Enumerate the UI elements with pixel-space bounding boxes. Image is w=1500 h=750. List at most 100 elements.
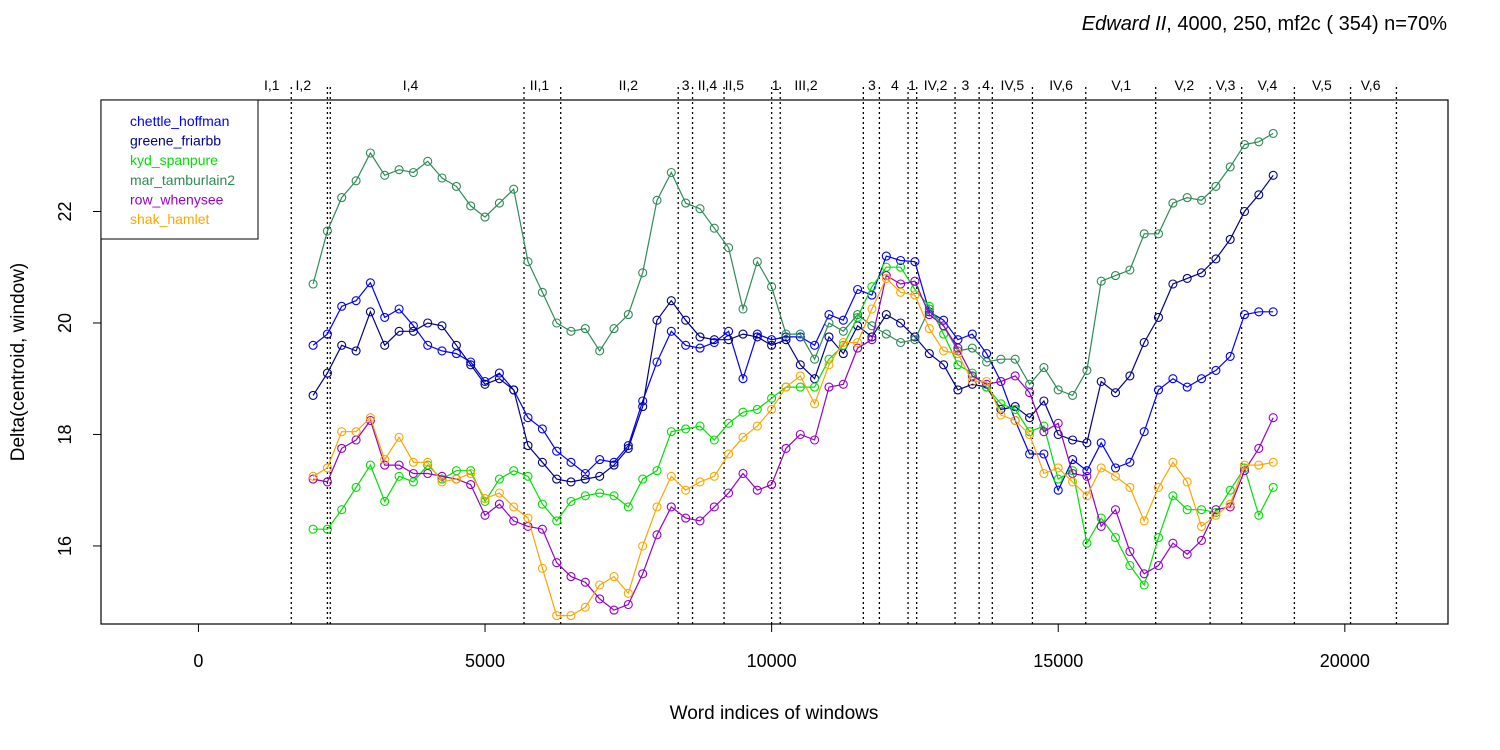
data-point xyxy=(853,284,863,295)
data-point xyxy=(953,385,963,395)
data-point xyxy=(337,505,347,515)
scene-label: II,1 xyxy=(530,77,550,93)
data-point xyxy=(1239,206,1250,217)
data-point xyxy=(595,455,605,465)
data-point xyxy=(1068,466,1078,476)
data-point xyxy=(695,343,705,353)
series-line xyxy=(312,277,1274,617)
data-point xyxy=(638,569,648,579)
data-point xyxy=(752,257,762,267)
data-point xyxy=(666,502,676,512)
data-point xyxy=(480,212,490,222)
data-point xyxy=(695,516,705,526)
data-point xyxy=(1211,365,1221,375)
data-point xyxy=(566,326,576,336)
data-point xyxy=(810,340,820,350)
data-point xyxy=(1211,510,1221,520)
data-point xyxy=(552,318,562,328)
data-point xyxy=(838,326,848,336)
x-axis-title: Word indices of windows xyxy=(670,703,879,724)
data-point xyxy=(896,255,906,266)
data-point xyxy=(1254,443,1264,453)
data-point xyxy=(1039,468,1049,479)
data-point xyxy=(609,572,619,582)
data-point xyxy=(1182,505,1192,515)
data-point xyxy=(609,491,619,501)
data-point xyxy=(896,337,906,348)
data-point xyxy=(423,156,433,166)
data-point xyxy=(810,354,820,364)
data-point xyxy=(423,457,433,467)
data-point xyxy=(681,513,691,523)
data-point xyxy=(1182,273,1192,283)
data-point xyxy=(996,376,1006,387)
data-point xyxy=(1010,371,1020,381)
scene-label: I,2 xyxy=(296,77,312,93)
data-point xyxy=(537,287,547,297)
data-point xyxy=(494,198,504,208)
data-point xyxy=(580,602,590,612)
data-point xyxy=(451,340,461,350)
legend-entry: greene_friarbb xyxy=(130,133,221,149)
data-point xyxy=(795,429,805,440)
data-point xyxy=(351,427,361,437)
data-point xyxy=(494,488,504,498)
data-point xyxy=(1039,363,1049,373)
data-point xyxy=(623,588,633,598)
data-point xyxy=(1125,560,1135,571)
scene-label: V,4 xyxy=(1258,77,1278,93)
data-point xyxy=(867,321,877,331)
data-point xyxy=(1053,474,1063,484)
data-point xyxy=(638,268,648,278)
series-row_whenysee xyxy=(308,271,1278,615)
data-point xyxy=(380,312,390,322)
y-axis-title: Delta(centroid, window) xyxy=(8,263,29,462)
data-point xyxy=(752,421,762,431)
data-point xyxy=(767,480,777,490)
data-point xyxy=(924,304,934,314)
series-greene_friarbb xyxy=(308,170,1278,487)
data-point xyxy=(566,496,576,506)
data-point xyxy=(494,499,504,509)
data-point xyxy=(838,379,848,389)
legend-entry: mar_tamburlain2 xyxy=(130,172,235,188)
data-point xyxy=(695,332,705,342)
data-point xyxy=(967,376,977,387)
data-point xyxy=(767,340,777,350)
series-line xyxy=(312,132,1274,397)
data-point xyxy=(709,502,719,512)
data-point xyxy=(1139,337,1149,348)
data-point xyxy=(494,374,504,384)
data-point xyxy=(1182,193,1192,203)
x-tick-label: 10000 xyxy=(747,651,797,671)
data-point xyxy=(781,382,791,392)
data-point xyxy=(967,371,977,381)
data-point xyxy=(724,418,734,428)
scene-label: I,1 xyxy=(264,77,280,93)
data-point xyxy=(824,360,834,370)
data-point xyxy=(810,435,820,445)
data-point xyxy=(738,304,748,314)
scene-label: V,1 xyxy=(1111,77,1131,93)
data-point xyxy=(566,457,576,467)
data-point xyxy=(394,432,404,442)
data-point xyxy=(1139,580,1149,590)
scene-label: 4 xyxy=(891,77,899,93)
data-point xyxy=(408,326,418,336)
data-point xyxy=(810,399,820,409)
data-point xyxy=(638,474,648,484)
data-point xyxy=(322,226,332,236)
data-point xyxy=(1082,466,1092,476)
data-point xyxy=(1182,477,1192,487)
data-point xyxy=(1239,140,1250,150)
data-point xyxy=(537,457,547,467)
data-point xyxy=(566,477,576,487)
data-point xyxy=(982,379,992,389)
data-point xyxy=(509,502,519,512)
data-point xyxy=(1110,471,1121,481)
data-point xyxy=(509,516,519,526)
data-point xyxy=(466,468,476,479)
data-point xyxy=(494,474,504,484)
data-point xyxy=(767,282,777,292)
data-point xyxy=(867,335,877,345)
